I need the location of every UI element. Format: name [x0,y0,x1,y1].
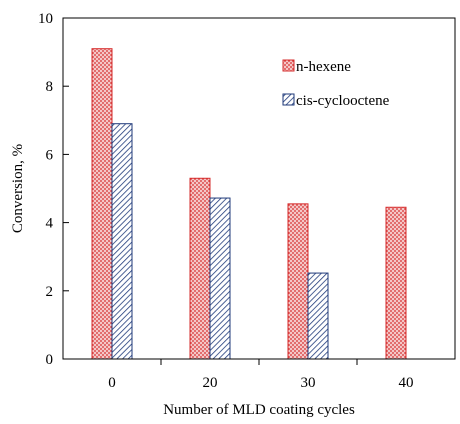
legend-swatch-n-hexene [282,59,295,72]
x-tick-label: 20 [203,375,218,391]
bar-n-hexene-0 [91,48,113,360]
x-tick-label: 0 [108,375,116,391]
y-tick-label: 2 [46,284,54,300]
bar-n-hexene-20 [189,177,211,360]
bar-n-hexene-30 [287,203,309,360]
y-axis-title: Conversion, % [10,144,26,233]
legend-label-cis-cyclooctene: cis-cyclooctene [296,93,390,109]
bar-n-hexene-40 [385,206,407,360]
bar-cis-cyclooctene-20 [209,197,231,360]
x-tick-label: 40 [399,375,414,391]
legend-label-n-hexene: n-hexene [296,59,351,75]
y-tick-label: 10 [38,11,53,27]
y-tick-label: 8 [46,79,54,95]
bar-cis-cyclooctene-0 [111,123,133,360]
y-tick-label: 0 [46,352,54,368]
bar-cis-cyclooctene-30 [307,272,329,360]
y-tick-label: 6 [46,147,54,163]
y-tick-label: 4 [46,216,54,232]
legend-swatch-cis-cyclooctene [282,93,295,106]
x-tick-label: 30 [301,375,316,391]
x-axis-title: Number of MLD coating cycles [163,402,355,418]
